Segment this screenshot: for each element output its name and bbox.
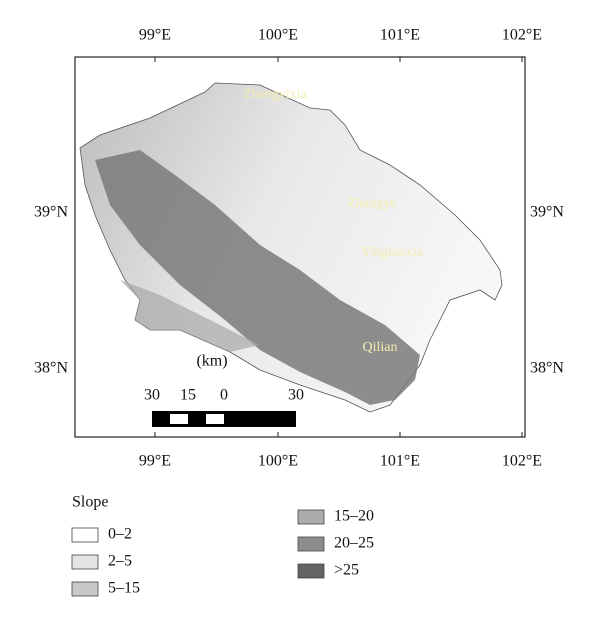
place-name: Yingluoxia (361, 245, 424, 260)
mountain-band-light (120, 280, 260, 352)
mountain-band (95, 150, 420, 405)
longitude-label: 102°E (502, 27, 542, 44)
legend-label: 5–15 (108, 580, 140, 597)
scale-label: 0 (220, 387, 228, 404)
place-name: Qilian (363, 340, 398, 355)
legend-swatch (297, 536, 325, 552)
latitude-label: 38°N (34, 360, 68, 377)
legend-label: 20–25 (334, 535, 374, 552)
scale-bar-segment (206, 414, 224, 424)
legend-label: 15–20 (334, 508, 374, 525)
legend-swatch (297, 563, 325, 579)
scale-bar-segment (170, 414, 188, 424)
longitude-label: 100°E (258, 27, 298, 44)
legend-label: >25 (334, 562, 359, 579)
scale-unit: (km) (196, 353, 227, 370)
legend-swatch (297, 509, 325, 525)
longitude-label: 101°E (380, 453, 420, 470)
longitude-label: 101°E (380, 27, 420, 44)
legend-swatch (71, 527, 99, 543)
place-name: Zhangye (348, 196, 397, 211)
legend-swatch (71, 581, 99, 597)
longitude-label: 99°E (139, 27, 171, 44)
legend-title: Slope (72, 494, 108, 511)
legend-swatch (71, 554, 99, 570)
latitude-label: 39°N (530, 204, 564, 221)
legend-label: 0–2 (108, 526, 132, 543)
longitude-label: 100°E (258, 453, 298, 470)
scale-label: 30 (144, 387, 160, 404)
scale-label: 30 (288, 387, 304, 404)
longitude-label: 99°E (139, 453, 171, 470)
scale-label: 15 (180, 387, 196, 404)
latitude-label: 39°N (34, 204, 68, 221)
latitude-label: 38°N (530, 360, 564, 377)
longitude-label: 102°E (502, 453, 542, 470)
place-name: Zhengyixia (243, 87, 308, 102)
legend-label: 2–5 (108, 553, 132, 570)
